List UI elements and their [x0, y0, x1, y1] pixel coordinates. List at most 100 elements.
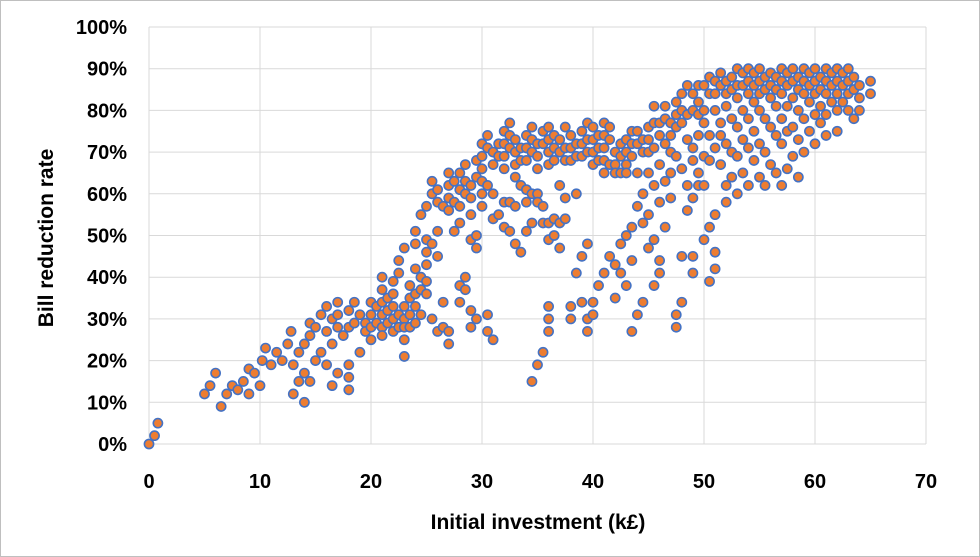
data-point — [215, 401, 227, 412]
data-point — [687, 267, 699, 279]
data-point — [754, 105, 765, 116]
data-point — [743, 88, 754, 100]
data-point — [387, 275, 399, 287]
data-points — [143, 63, 876, 450]
data-point — [465, 180, 477, 191]
data-point — [743, 142, 754, 154]
data-point — [748, 125, 760, 137]
data-point — [293, 376, 305, 387]
data-point — [476, 188, 488, 200]
data-point — [409, 317, 421, 329]
data-point — [681, 134, 693, 145]
data-point — [826, 96, 838, 108]
data-point — [776, 138, 788, 150]
data-point — [676, 250, 688, 262]
x-tick-label: 10 — [249, 471, 271, 493]
data-point — [715, 117, 727, 129]
data-point — [421, 246, 432, 258]
data-point — [770, 100, 782, 112]
data-point — [393, 255, 405, 266]
data-point — [476, 163, 488, 175]
data-point — [759, 146, 771, 158]
data-point — [787, 92, 799, 104]
data-point — [315, 309, 327, 321]
data-point — [681, 205, 693, 216]
data-point — [787, 150, 799, 162]
data-point — [587, 296, 599, 308]
data-point — [737, 167, 749, 179]
data-point — [632, 309, 643, 321]
data-point — [398, 242, 410, 254]
data-point — [676, 88, 688, 100]
data-point — [698, 79, 710, 91]
data-point — [648, 280, 660, 291]
data-point — [443, 205, 455, 216]
x-tick-label: 40 — [582, 471, 604, 493]
data-point — [720, 138, 732, 150]
data-point — [443, 338, 455, 350]
data-point — [687, 192, 699, 204]
data-point — [232, 384, 244, 396]
data-point — [792, 171, 804, 183]
data-point — [820, 130, 832, 141]
data-point — [404, 280, 416, 291]
data-point — [521, 225, 532, 237]
data-point — [454, 296, 466, 308]
data-point — [726, 71, 738, 83]
y-tick-label: 50% — [87, 226, 127, 248]
data-point — [465, 305, 477, 316]
data-point — [632, 125, 643, 137]
data-point — [704, 130, 715, 141]
data-point — [243, 388, 255, 400]
y-tick-label: 10% — [87, 392, 127, 414]
data-point — [332, 321, 344, 333]
data-point — [842, 105, 854, 116]
data-point — [820, 109, 832, 120]
data-point — [598, 267, 610, 279]
data-point — [304, 330, 316, 341]
data-point — [298, 338, 310, 350]
data-point — [471, 242, 482, 254]
data-point — [293, 346, 305, 358]
data-point — [776, 180, 788, 191]
data-point — [310, 355, 321, 366]
data-point — [321, 326, 332, 337]
data-point — [609, 292, 621, 304]
data-point — [837, 96, 849, 108]
data-point — [670, 309, 682, 321]
data-point — [615, 267, 627, 279]
data-point — [343, 359, 355, 371]
data-point — [659, 138, 671, 150]
data-point — [765, 121, 776, 133]
x-axis-ticks: 0 10 20 30 40 50 60 70 — [143, 471, 937, 493]
data-point — [787, 63, 799, 75]
data-point — [570, 188, 582, 200]
data-point — [509, 134, 521, 145]
y-tick-label: 70% — [87, 142, 127, 164]
data-point — [804, 96, 815, 108]
data-point — [454, 200, 466, 212]
data-point — [798, 88, 810, 100]
data-point — [509, 200, 521, 212]
data-point — [620, 280, 632, 291]
data-point — [831, 125, 843, 137]
data-point — [643, 134, 654, 145]
y-axis-ticks: 0% 10% 20% 30% 40% 50% 60% 70% 80% 90% 100% — [76, 17, 127, 456]
data-point — [698, 105, 710, 116]
data-point — [432, 250, 443, 262]
data-point — [709, 246, 721, 258]
data-point — [637, 188, 649, 200]
data-point — [848, 113, 860, 125]
data-point — [326, 380, 338, 392]
data-point — [809, 138, 821, 150]
data-point — [576, 250, 588, 262]
data-point — [587, 309, 599, 321]
data-point — [487, 159, 499, 171]
data-point — [643, 167, 654, 179]
data-point — [260, 342, 271, 354]
data-point — [731, 92, 743, 104]
data-point — [332, 309, 344, 321]
data-point — [559, 121, 571, 133]
data-point — [654, 159, 665, 171]
data-point — [532, 163, 543, 175]
